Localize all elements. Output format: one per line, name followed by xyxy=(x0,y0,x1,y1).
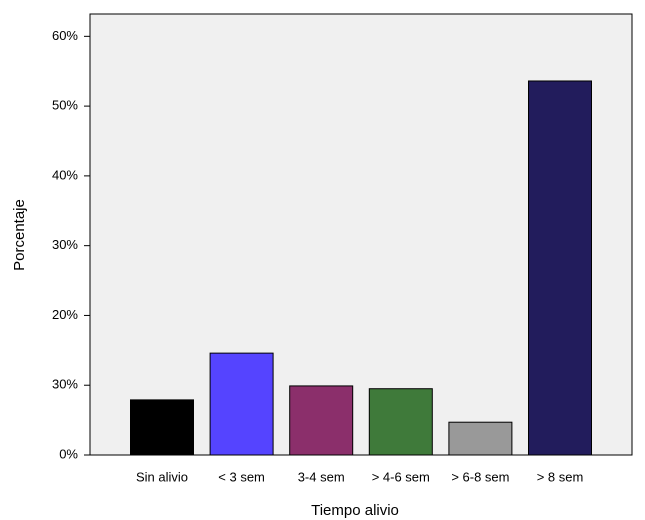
x-tick-label: > 8 sem xyxy=(537,469,584,484)
y-tick-label: 50% xyxy=(52,98,78,113)
y-tick-label: 30% xyxy=(52,377,78,392)
bar xyxy=(528,80,592,456)
bar xyxy=(289,385,354,456)
y-tick-label: 60% xyxy=(52,28,78,43)
x-tick-label: < 3 sem xyxy=(218,469,265,484)
y-axis-label: Porcentaje xyxy=(11,199,28,271)
x-tick-label: Sin alivio xyxy=(136,469,188,484)
y-tick-label: 0% xyxy=(59,446,78,461)
x-tick-label: > 4-6 sem xyxy=(372,469,430,484)
bar xyxy=(368,388,433,456)
x-tick-label: > 6-8 sem xyxy=(451,469,509,484)
y-tick-label: 30% xyxy=(52,237,78,252)
bar xyxy=(209,352,274,456)
x-tick-label: 3-4 sem xyxy=(298,469,345,484)
y-tick-label: 40% xyxy=(52,167,78,182)
bar xyxy=(448,421,513,456)
x-axis-label: Tiempo alivio xyxy=(311,502,399,519)
bar xyxy=(130,399,194,456)
y-tick-label: 20% xyxy=(52,307,78,322)
